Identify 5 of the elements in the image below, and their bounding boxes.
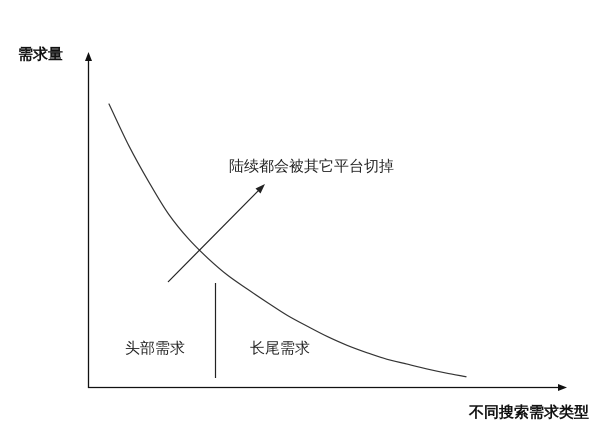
x-axis-title: 不同搜索需求类型: [468, 403, 589, 421]
annotation: 头部需求: [125, 339, 185, 357]
y-axis-title: 需求量: [18, 45, 63, 63]
annotation: 长尾需求: [250, 339, 310, 357]
annotation: 陆续都会被其它平台切掉: [229, 157, 394, 175]
